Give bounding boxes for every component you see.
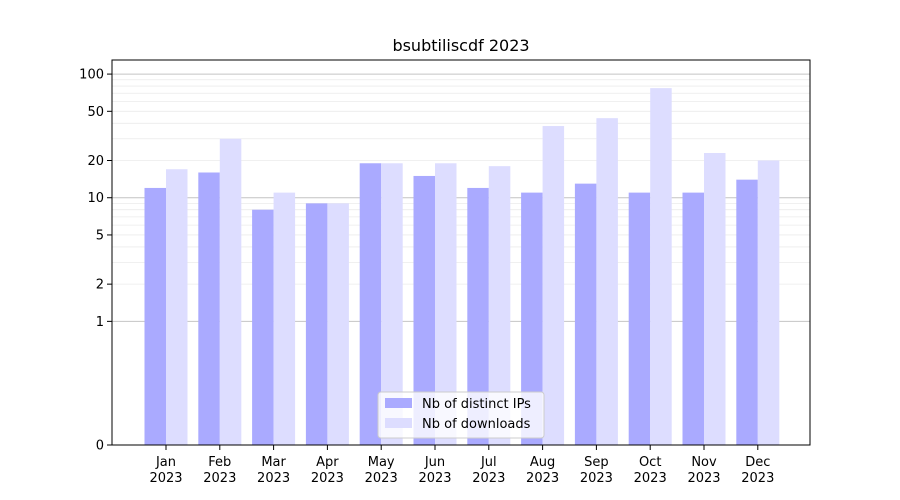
x-tick-label-month: Dec <box>745 455 770 470</box>
bar-downloads <box>435 163 457 445</box>
x-tick-label-year: 2023 <box>741 471 774 486</box>
x-tick-label-year: 2023 <box>149 471 182 486</box>
x-tick-label-year: 2023 <box>472 471 505 486</box>
bar-distinct-ips <box>198 172 220 446</box>
bar-downloads <box>166 169 188 445</box>
x-tick-label-month: Jun <box>424 455 445 470</box>
bar-downloads <box>704 153 726 445</box>
bar-distinct-ips <box>628 192 651 445</box>
y-tick-label: 0 <box>96 439 104 454</box>
legend-label: Nb of distinct IPs <box>422 397 531 412</box>
legend-box <box>377 391 545 439</box>
bar-downloads <box>757 160 780 445</box>
bars <box>144 88 780 446</box>
x-tick-label-month: Jan <box>155 455 176 470</box>
bar-downloads <box>488 166 511 445</box>
x-tick-label-month: Feb <box>208 455 231 470</box>
chart-title: bsubtiliscdf 2023 <box>392 36 529 55</box>
x-tick-label-year: 2023 <box>526 471 559 486</box>
y-tick-label: 50 <box>87 105 104 120</box>
x-tick-label-year: 2023 <box>634 471 667 486</box>
y-tick-label: 100 <box>79 68 104 83</box>
x-tick-label-month: May <box>368 455 395 470</box>
x-tick-label-year: 2023 <box>257 471 290 486</box>
x-tick-label-year: 2023 <box>311 471 344 486</box>
bar-distinct-ips <box>305 203 328 445</box>
x-tick-label-year: 2023 <box>365 471 398 486</box>
x-axis: Jan2023Feb2023Mar2023Apr2023May2023Jun20… <box>149 445 774 486</box>
bar-distinct-ips <box>736 179 758 446</box>
y-axis: 0 1 2 5 10 20 50 100 <box>79 68 112 454</box>
bar-distinct-ips <box>574 183 597 445</box>
legend: Nb of distinct IPs Nb of downloads <box>377 391 545 439</box>
bar-distinct-ips <box>467 187 489 445</box>
legend-label: Nb of downloads <box>422 417 531 432</box>
x-tick-label-month: Oct <box>639 455 661 470</box>
bar-distinct-ips <box>252 209 274 445</box>
x-tick-label-month: Jul <box>480 455 497 470</box>
plot-frame <box>111 59 811 446</box>
bar-downloads <box>542 126 565 445</box>
bar-downloads <box>327 203 349 445</box>
bar-downloads <box>650 88 672 446</box>
legend-swatch <box>385 398 412 408</box>
x-tick-label-year: 2023 <box>203 471 236 486</box>
bar-distinct-ips <box>413 175 435 445</box>
x-tick-label-year: 2023 <box>418 471 451 486</box>
bar-distinct-ips <box>144 187 166 445</box>
bar-distinct-ips <box>521 192 543 445</box>
bar-downloads <box>219 138 242 446</box>
x-tick-label-month: Aug <box>530 455 555 470</box>
x-tick-label-month: Nov <box>691 455 717 470</box>
x-tick-label-month: Mar <box>261 455 286 470</box>
bar-downloads <box>381 163 403 445</box>
x-tick-label-month: Sep <box>584 455 609 470</box>
y-tick-label: 5 <box>96 228 104 243</box>
x-tick-label-year: 2023 <box>687 471 720 486</box>
bar-downloads <box>273 192 296 445</box>
x-tick-label-month: Apr <box>316 455 339 470</box>
bar-distinct-ips <box>682 192 704 445</box>
legend-swatch <box>385 418 412 428</box>
bar-downloads <box>596 118 618 446</box>
y-tick-label: 10 <box>87 191 104 206</box>
bar-distinct-ips <box>359 163 382 445</box>
x-tick-label-year: 2023 <box>580 471 613 486</box>
y-tick-label: 20 <box>87 154 104 169</box>
y-tick-label: 1 <box>96 315 104 330</box>
y-tick-label: 2 <box>96 278 104 293</box>
